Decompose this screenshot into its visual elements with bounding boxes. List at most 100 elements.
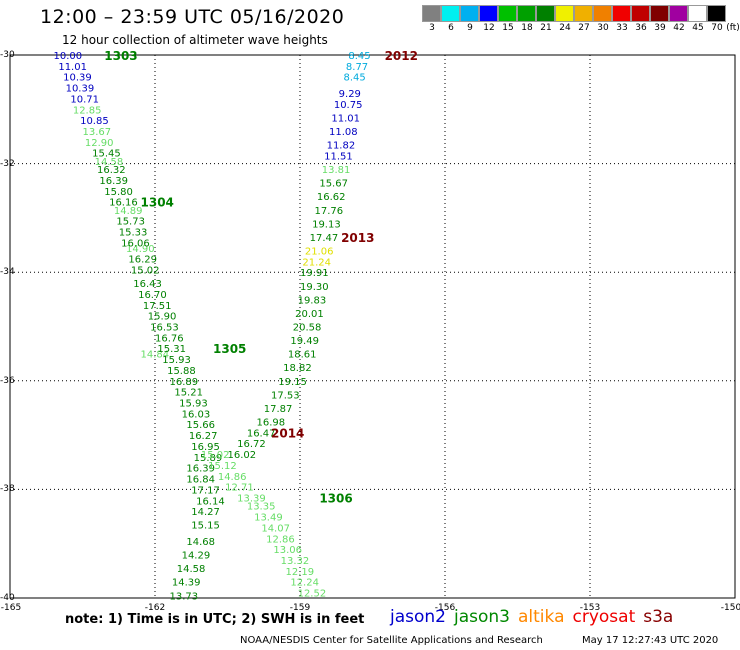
timestamp: May 17 12:27:43 UTC 2020 bbox=[582, 635, 719, 646]
scale-swatch bbox=[612, 5, 631, 22]
wave-height-value: 18.82 bbox=[283, 363, 312, 374]
wave-height-value: 15.15 bbox=[191, 521, 220, 532]
scale-swatch bbox=[688, 5, 707, 22]
wave-height-value: 16.62 bbox=[317, 192, 346, 203]
wave-height-value: 21.06 bbox=[305, 246, 334, 257]
legend-cryosat: cryosat bbox=[572, 607, 636, 627]
wave-height-value: 16.70 bbox=[138, 290, 167, 301]
scale-label: 45 bbox=[692, 23, 704, 33]
wave-height-value: 11.51 bbox=[324, 151, 353, 162]
footer-note: note: 1) Time is in UTC; 2) SWH is in fe… bbox=[65, 612, 365, 627]
wave-height-value: 13.81 bbox=[322, 165, 351, 176]
wave-height-value: 19.91 bbox=[300, 268, 329, 279]
y-tick-label: -34 bbox=[0, 267, 15, 278]
wave-height-value: 15.73 bbox=[116, 217, 145, 228]
wave-height-value: 13.49 bbox=[254, 513, 283, 524]
wave-height-value: 17.53 bbox=[271, 390, 300, 401]
wave-height-value: 12.86 bbox=[266, 534, 295, 545]
wave-height-value: 13.32 bbox=[281, 556, 310, 567]
wave-height-value: 12.52 bbox=[298, 589, 327, 600]
scale-label: 6 bbox=[448, 23, 454, 33]
wave-height-value: 13.67 bbox=[83, 127, 112, 138]
wave-height-value: 17.47 bbox=[310, 233, 339, 244]
wave-height-value: 14.39 bbox=[172, 578, 201, 589]
page-title: 12:00 – 23:59 UTC 05/16/2020 bbox=[40, 6, 345, 28]
wave-height-value: 12.24 bbox=[290, 578, 319, 589]
page-subtitle: 12 hour collection of altimeter wave hei… bbox=[62, 33, 328, 47]
track-label: 2012 bbox=[385, 49, 418, 63]
wave-height-value: 16.39 bbox=[99, 176, 128, 187]
wave-height-value: 17.87 bbox=[264, 404, 293, 415]
scale-swatch bbox=[669, 5, 688, 22]
track-label: 1306 bbox=[319, 492, 352, 506]
wave-height-value: 12.19 bbox=[286, 567, 315, 578]
wave-height-value: 16.14 bbox=[196, 496, 225, 507]
y-tick-label: -32 bbox=[0, 158, 15, 169]
wave-height-value: 14.58 bbox=[177, 564, 206, 575]
wave-height-value: 11.01 bbox=[58, 62, 87, 73]
scale-label: 36 bbox=[635, 23, 647, 33]
wave-height-value: 16.89 bbox=[170, 377, 199, 388]
scale-swatch bbox=[498, 5, 517, 22]
x-tick-label: -150 bbox=[720, 603, 740, 613]
legend-jason3: jason3 bbox=[454, 607, 510, 627]
wave-height-value: 16.72 bbox=[237, 439, 266, 450]
wave-height-value: 16.29 bbox=[128, 255, 157, 266]
wave-height-value: 19.30 bbox=[300, 282, 329, 293]
wave-height-value: 14.29 bbox=[182, 551, 211, 562]
track-label: 2014 bbox=[271, 426, 304, 440]
wave-height-value: 15.93 bbox=[179, 399, 208, 410]
wave-height-value: 13.06 bbox=[273, 545, 302, 556]
wave-height-value: 10.39 bbox=[66, 84, 95, 95]
wave-height-value: 15.80 bbox=[104, 187, 133, 198]
y-tick-label: -40 bbox=[0, 593, 15, 603]
wave-height-value: 15.02 bbox=[201, 450, 230, 461]
wave-height-value: 13.35 bbox=[247, 502, 276, 513]
scale-label: 24 bbox=[559, 23, 571, 33]
wave-height-value: 20.01 bbox=[295, 309, 324, 320]
wave-height-value: 15.93 bbox=[162, 355, 191, 366]
wave-height-value: 19.13 bbox=[312, 219, 341, 230]
scale-label: 21 bbox=[540, 23, 552, 33]
wave-height-value: 15.45 bbox=[92, 149, 121, 160]
track-label: 2013 bbox=[341, 231, 374, 245]
wave-height-value: 14.86 bbox=[218, 472, 247, 483]
legend-altika: altika bbox=[518, 607, 565, 627]
wave-height-value: 16.32 bbox=[97, 165, 126, 176]
scale-swatch bbox=[707, 5, 726, 22]
wave-height-value: 10.85 bbox=[80, 116, 109, 127]
wave-height-value: 16.84 bbox=[186, 475, 215, 486]
wave-height-value: 14.84 bbox=[141, 350, 170, 361]
wave-height-value: 14.68 bbox=[186, 537, 215, 548]
wave-height-value: 14.58 bbox=[95, 157, 124, 168]
scale-swatch bbox=[536, 5, 555, 22]
wave-height-value: 8.45 bbox=[344, 73, 366, 84]
wave-height-value: 10.39 bbox=[63, 73, 92, 84]
wave-height-value: 16.06 bbox=[121, 238, 150, 249]
credit-text: NOAA/NESDIS Center for Satellite Applica… bbox=[240, 635, 543, 646]
scale-label: 70 bbox=[711, 23, 723, 33]
wave-height-value: 15.21 bbox=[174, 388, 203, 399]
wave-height-value: 12.85 bbox=[73, 105, 102, 116]
wave-height-value: 16.39 bbox=[186, 464, 215, 475]
wave-height-value: 8.45 bbox=[348, 51, 370, 62]
track-labels: 1303 1304 1305 1306 2012 2013 2014 bbox=[104, 49, 418, 506]
legend-s3a: s3a bbox=[643, 607, 674, 627]
wave-height-value: 14.89 bbox=[114, 206, 143, 217]
wave-height-value: 19.15 bbox=[278, 377, 307, 388]
wave-height-value: 15.31 bbox=[157, 344, 186, 355]
wave-height-value: 15.33 bbox=[119, 227, 148, 238]
scale-label: 3 bbox=[429, 23, 435, 33]
wave-height-value: 16.03 bbox=[182, 409, 211, 420]
scale-label: 39 bbox=[654, 23, 666, 33]
y-tick-label: -30 bbox=[0, 50, 15, 60]
wave-height-value: 16.98 bbox=[257, 418, 286, 429]
scale-label: 12 bbox=[483, 23, 495, 33]
wave-height-value: 17.17 bbox=[191, 485, 220, 496]
wave-height-value: 16.02 bbox=[228, 450, 257, 461]
wave-height-value: 16.47 bbox=[247, 428, 276, 439]
y-tick-label: -38 bbox=[0, 484, 15, 495]
wave-height-value: 13.39 bbox=[237, 494, 266, 505]
wave-height-value: 10.00 bbox=[54, 51, 83, 62]
x-tick-label: -153 bbox=[579, 603, 601, 613]
